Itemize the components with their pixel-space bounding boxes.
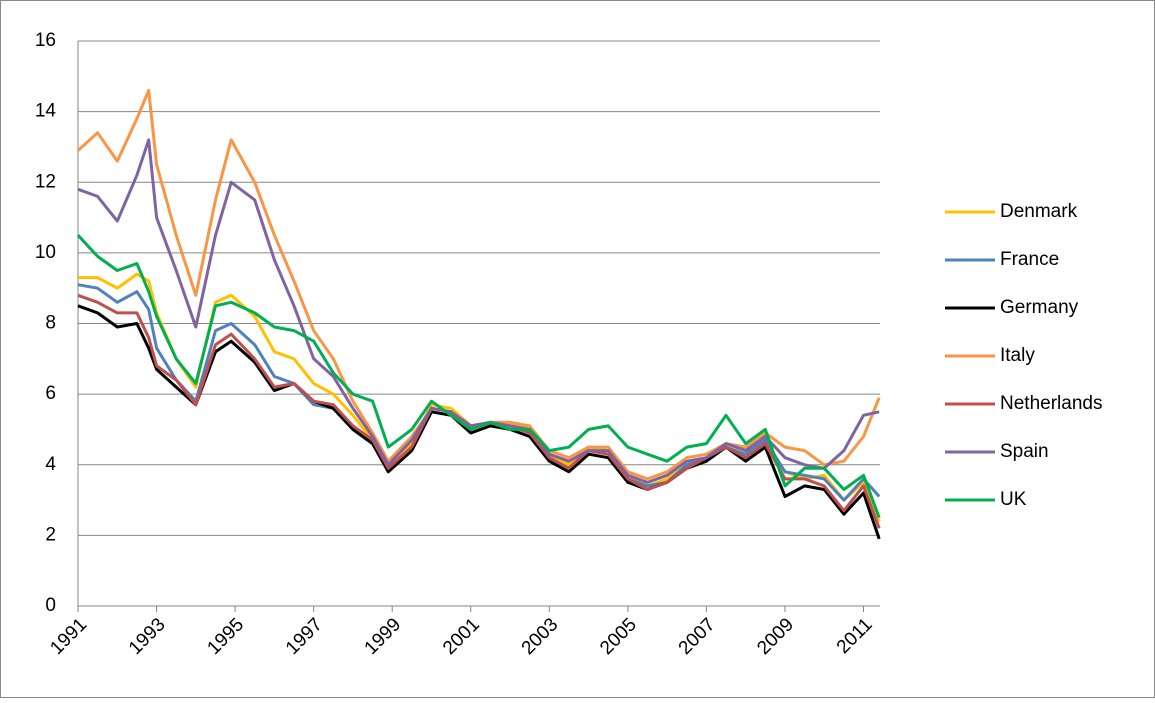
- y-tick-label: 14: [35, 101, 57, 122]
- y-tick-label: 16: [35, 30, 56, 51]
- series-line: [76, 234, 881, 519]
- y-tick-label: 0: [45, 595, 56, 616]
- legend-label: Denmark: [1000, 201, 1078, 222]
- series-line: [77, 138, 880, 484]
- y-tick-label: 2: [45, 524, 56, 545]
- y-tick-label: 6: [45, 383, 56, 404]
- legend-label: Italy: [1000, 345, 1035, 366]
- y-tick-label: 8: [45, 313, 56, 334]
- y-tick-label: 12: [35, 171, 56, 192]
- legend-label: Netherlands: [1000, 393, 1102, 414]
- legend-label: Spain: [1000, 441, 1049, 462]
- legend-label: UK: [1000, 489, 1027, 510]
- y-tick-label: 10: [35, 242, 56, 263]
- legend-label: Germany: [1000, 297, 1079, 318]
- legend-label: France: [1000, 249, 1059, 270]
- y-tick-label: 4: [45, 454, 56, 475]
